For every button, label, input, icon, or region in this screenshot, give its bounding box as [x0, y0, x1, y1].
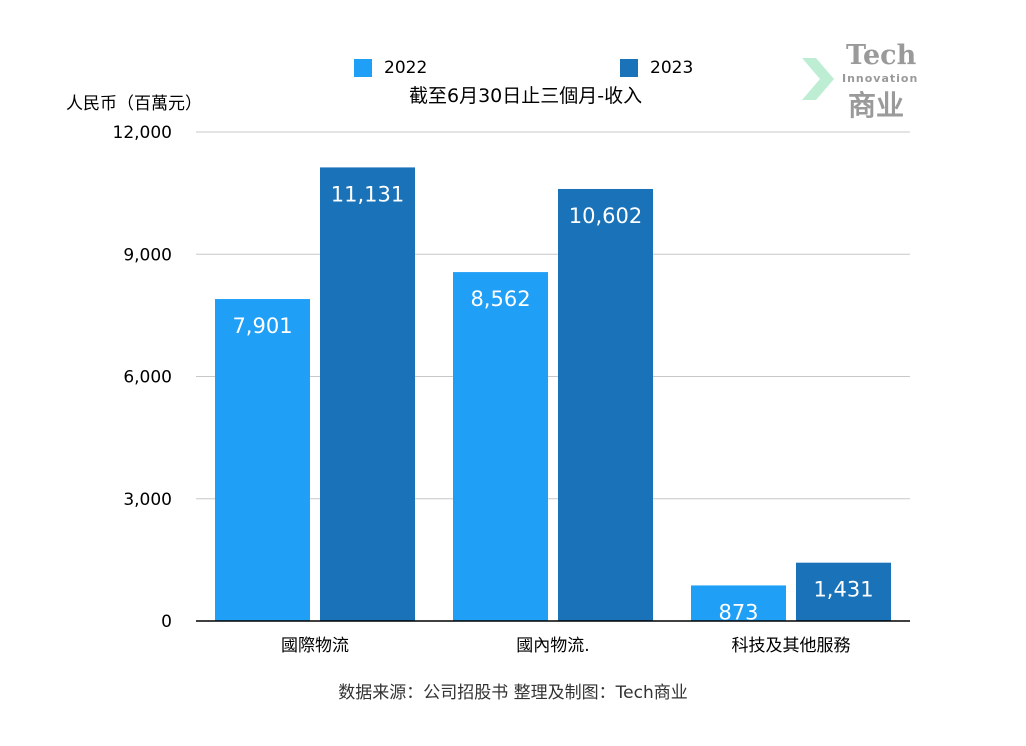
source-note: 数据来源：公司招股书 整理及制图：Tech商业 [338, 683, 688, 703]
bar [453, 272, 548, 621]
x-tick-label: 科技及其他服務 [732, 636, 851, 656]
y-tick-label: 12,000 [113, 123, 172, 143]
logo-text-tech: Tech [846, 40, 917, 71]
bar [796, 562, 891, 621]
x-tick-label: 國內物流. [516, 636, 589, 656]
y-tick-label: 6,000 [123, 368, 172, 388]
legend-label-2023: 2023 [650, 58, 694, 78]
y-axis-label: 人民币（百萬元） [66, 94, 202, 114]
y-tick-label: 9,000 [123, 245, 172, 265]
bar [558, 188, 653, 621]
legend-swatch-2022 [354, 59, 372, 77]
bar [320, 167, 415, 621]
x-tick-label: 國際物流 [281, 636, 349, 656]
legend-item-2022: 2022 [354, 58, 427, 78]
bar [215, 299, 310, 621]
logo-text-cn: 商业 [848, 89, 905, 122]
data-label: 10,602 [569, 204, 642, 228]
y-tick-label: 0 [161, 612, 172, 632]
legend-swatch-2023 [620, 59, 638, 77]
brand-logo: Tech Innovation 商业 [798, 40, 928, 122]
legend-item-2023: 2023 [620, 58, 693, 78]
chart-title: 截至6月30日止三個月-收入 [409, 85, 643, 107]
data-label: 7,901 [232, 314, 292, 338]
legend-label-2022: 2022 [384, 58, 428, 78]
logo-arrow-icon [802, 58, 834, 100]
logo-text-innovation: Innovation [842, 72, 919, 85]
data-label: 8,562 [470, 287, 530, 311]
bar [691, 585, 786, 621]
data-label: 1,431 [813, 578, 873, 602]
y-tick-label: 3,000 [123, 490, 172, 510]
data-label: 11,131 [331, 182, 404, 206]
